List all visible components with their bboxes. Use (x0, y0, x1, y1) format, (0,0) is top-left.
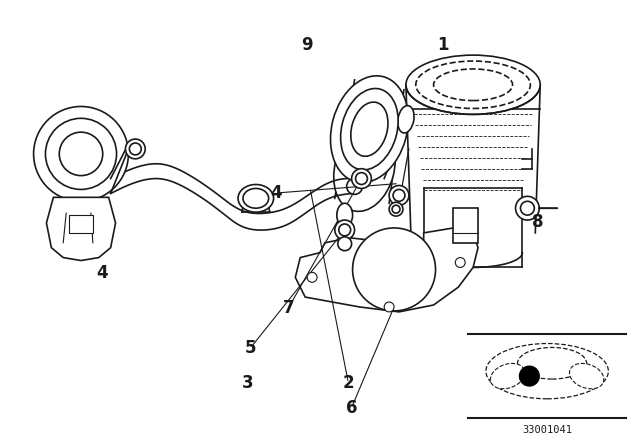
Circle shape (389, 202, 403, 216)
Circle shape (520, 201, 534, 215)
Text: 3: 3 (241, 374, 253, 392)
Circle shape (335, 220, 355, 240)
Circle shape (60, 132, 103, 176)
Text: 6: 6 (346, 399, 357, 417)
Circle shape (125, 139, 145, 159)
Circle shape (339, 224, 351, 236)
Ellipse shape (416, 61, 531, 108)
Text: 8: 8 (532, 213, 544, 231)
Ellipse shape (238, 185, 273, 212)
Text: 2: 2 (342, 374, 355, 392)
Circle shape (338, 237, 351, 251)
Ellipse shape (340, 89, 398, 170)
Circle shape (389, 185, 409, 205)
Text: 33001041: 33001041 (522, 426, 572, 435)
Circle shape (384, 302, 394, 312)
Ellipse shape (333, 126, 395, 211)
Ellipse shape (570, 363, 604, 389)
Circle shape (392, 205, 400, 213)
Polygon shape (47, 197, 116, 261)
Circle shape (353, 228, 436, 311)
Polygon shape (295, 228, 478, 312)
Circle shape (129, 143, 141, 155)
Circle shape (520, 366, 540, 386)
Ellipse shape (243, 189, 269, 208)
Ellipse shape (486, 344, 609, 399)
Bar (453, 208, 478, 243)
Ellipse shape (406, 55, 540, 114)
Text: 4: 4 (270, 184, 282, 202)
Ellipse shape (490, 363, 525, 389)
Circle shape (45, 118, 116, 190)
Text: 9: 9 (301, 36, 313, 54)
Circle shape (351, 169, 371, 189)
Ellipse shape (347, 179, 362, 194)
Bar (69, 215, 93, 233)
Text: 4: 4 (96, 264, 108, 282)
Ellipse shape (351, 102, 388, 156)
Text: 7: 7 (283, 299, 294, 317)
Circle shape (455, 258, 465, 267)
Ellipse shape (337, 203, 353, 227)
Circle shape (33, 107, 129, 201)
Circle shape (307, 272, 317, 282)
Circle shape (516, 196, 540, 220)
Ellipse shape (398, 106, 414, 133)
Text: 1: 1 (438, 36, 449, 54)
Ellipse shape (518, 348, 587, 379)
Ellipse shape (330, 76, 408, 182)
Text: 5: 5 (244, 339, 256, 357)
Ellipse shape (433, 69, 513, 100)
Circle shape (356, 172, 367, 185)
Circle shape (393, 190, 405, 201)
